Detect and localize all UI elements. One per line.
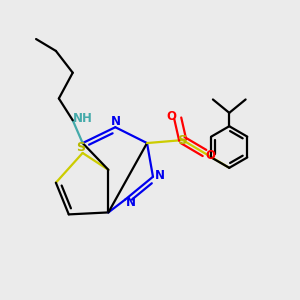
Text: O: O (206, 149, 215, 162)
Text: N: N (126, 196, 136, 209)
Text: NH: NH (73, 112, 93, 125)
Text: S: S (76, 141, 85, 154)
Text: N: N (154, 169, 164, 182)
Text: N: N (111, 116, 121, 128)
Text: S: S (178, 134, 188, 147)
Text: O: O (166, 110, 176, 123)
